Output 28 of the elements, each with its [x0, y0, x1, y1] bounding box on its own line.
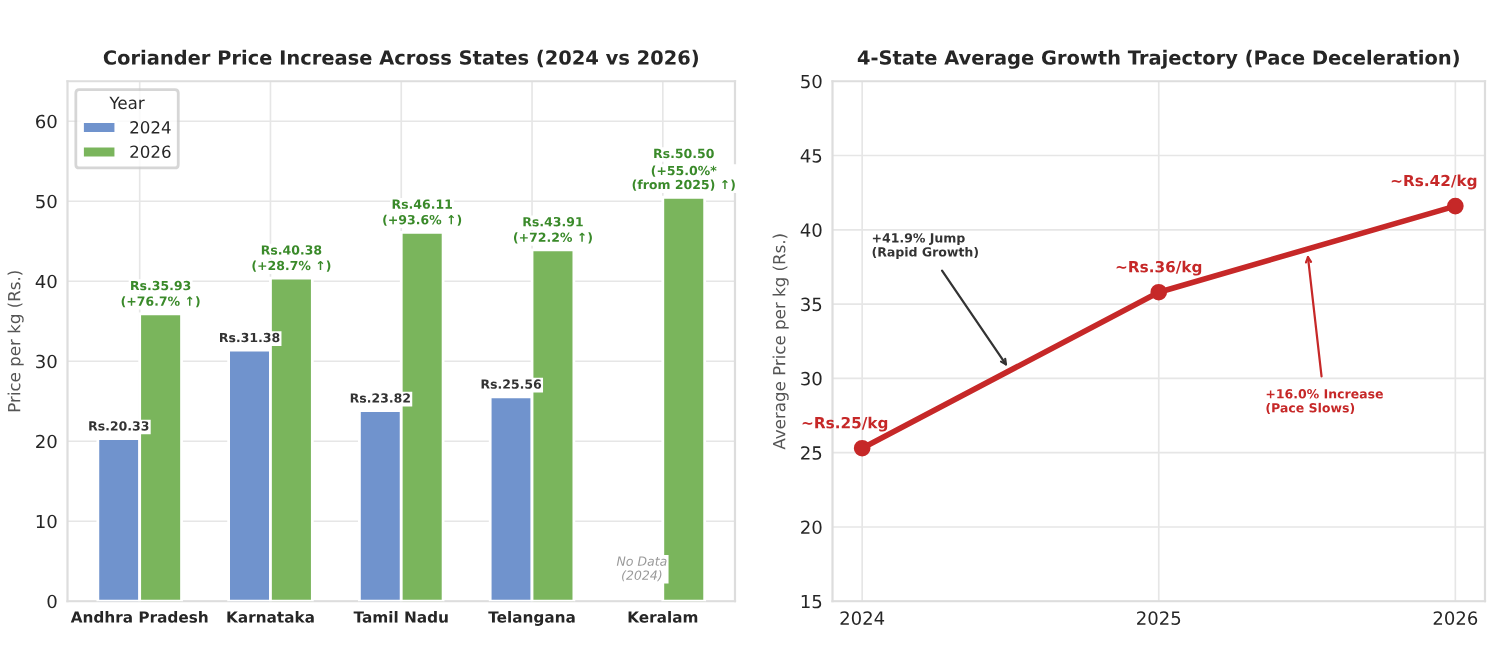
y-tick-label: 60 [36, 114, 57, 129]
y-tick-label: 20 [36, 434, 57, 449]
y-tick-label: 45 [800, 149, 822, 163]
y-axis-title: Price per kg (Rs.) [7, 271, 24, 412]
x-tick-label: 2026 [1433, 611, 1478, 625]
y-tick-label: 25 [801, 446, 822, 460]
y-axis-title: Average Price per kg (Rs.) [772, 234, 789, 450]
x-tick-label: 2025 [1137, 611, 1181, 625]
y-tick-label: 0 [47, 594, 57, 609]
y-tick-label: 40 [35, 274, 57, 289]
point [1150, 283, 1168, 301]
y-tick-label: 35 [801, 297, 822, 312]
y-tick-label: 10 [36, 514, 57, 529]
legend-label: 2024 [130, 121, 171, 134]
y-tick-label: 50 [36, 194, 57, 209]
y-tick-label: 20 [801, 520, 822, 535]
y-tick-label: 30 [801, 371, 822, 386]
y-tick-label: 40 [800, 223, 822, 237]
legend-title: Year [109, 96, 145, 110]
y-tick-label: 30 [36, 354, 57, 369]
point [853, 439, 871, 457]
chart-title: 4-State Average Growth Trajectory (Pace Deceleration) [857, 49, 1459, 69]
chart-title: Coriander Price Increase Across States (2024 vs 2026) [103, 49, 698, 68]
x-tick-label: 2024 [840, 611, 885, 625]
y-tick-label: 15 [801, 594, 822, 609]
legend-label: 2026 [130, 145, 171, 159]
point [1447, 197, 1464, 215]
y-tick-label: 50 [801, 74, 822, 89]
